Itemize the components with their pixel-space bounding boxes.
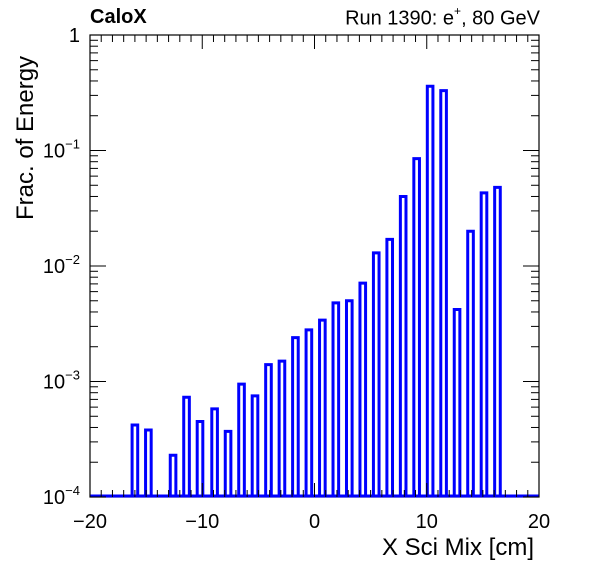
bar-24 xyxy=(466,229,475,497)
bar-8 xyxy=(250,394,260,497)
histogram-bars xyxy=(90,84,539,498)
bar-4 xyxy=(195,420,205,497)
particle-charge: + xyxy=(454,4,462,18)
bar-20 xyxy=(412,157,421,497)
y-tick-label: 10−3 xyxy=(43,368,80,394)
brand-label: CaloX xyxy=(90,6,147,28)
bar-6 xyxy=(223,429,233,497)
bar-12 xyxy=(304,328,314,497)
bar-9 xyxy=(264,363,273,497)
bar-17 xyxy=(371,251,381,497)
y-tick-label: 1 xyxy=(69,25,80,47)
bar-25 xyxy=(479,191,489,497)
run-info-prefix: Run 1390: e xyxy=(345,7,455,30)
bar-15 xyxy=(344,299,354,497)
x-axis-label: X Sci Mix [cm] xyxy=(381,534,534,561)
run-info: Run 1390: e+, 80 GeV xyxy=(345,4,540,31)
y-axis-ticks: 10−4 10−3 10−2 10−1 1 xyxy=(43,25,539,509)
bar-14 xyxy=(331,301,341,497)
bar-5 xyxy=(210,407,219,497)
bar-18 xyxy=(385,237,395,497)
x-tick-label: 0 xyxy=(309,511,320,533)
bar-16 xyxy=(358,281,368,497)
x-tick-label: 20 xyxy=(528,511,550,533)
bar-19 xyxy=(398,194,408,497)
bar-26 xyxy=(493,185,502,497)
bar-21 xyxy=(425,84,435,497)
y-tick-label: 10−2 xyxy=(43,252,80,278)
y-tick-label: 10−1 xyxy=(43,137,80,163)
y-tick-label: 10−4 xyxy=(43,483,80,509)
bar-23 xyxy=(452,308,462,497)
bar-7 xyxy=(237,382,246,497)
y-axis-label: Frac. of Energy xyxy=(12,55,39,220)
bar-3 xyxy=(182,395,191,497)
x-tick-label: 10 xyxy=(416,511,438,533)
x-tick-label: −20 xyxy=(73,511,107,533)
x-tick-label: −10 xyxy=(185,511,219,533)
bar-0 xyxy=(130,423,140,497)
bar-22 xyxy=(439,89,448,497)
bar-1 xyxy=(144,428,153,497)
bar-11 xyxy=(291,336,300,497)
x-axis-ticks: −20 −10 0 10 20 xyxy=(73,35,550,533)
bar-13 xyxy=(318,318,327,497)
bar-2 xyxy=(168,453,178,497)
bar-10 xyxy=(277,359,287,497)
plot-frame xyxy=(89,34,540,498)
run-info-suffix: , 80 GeV xyxy=(461,7,540,30)
